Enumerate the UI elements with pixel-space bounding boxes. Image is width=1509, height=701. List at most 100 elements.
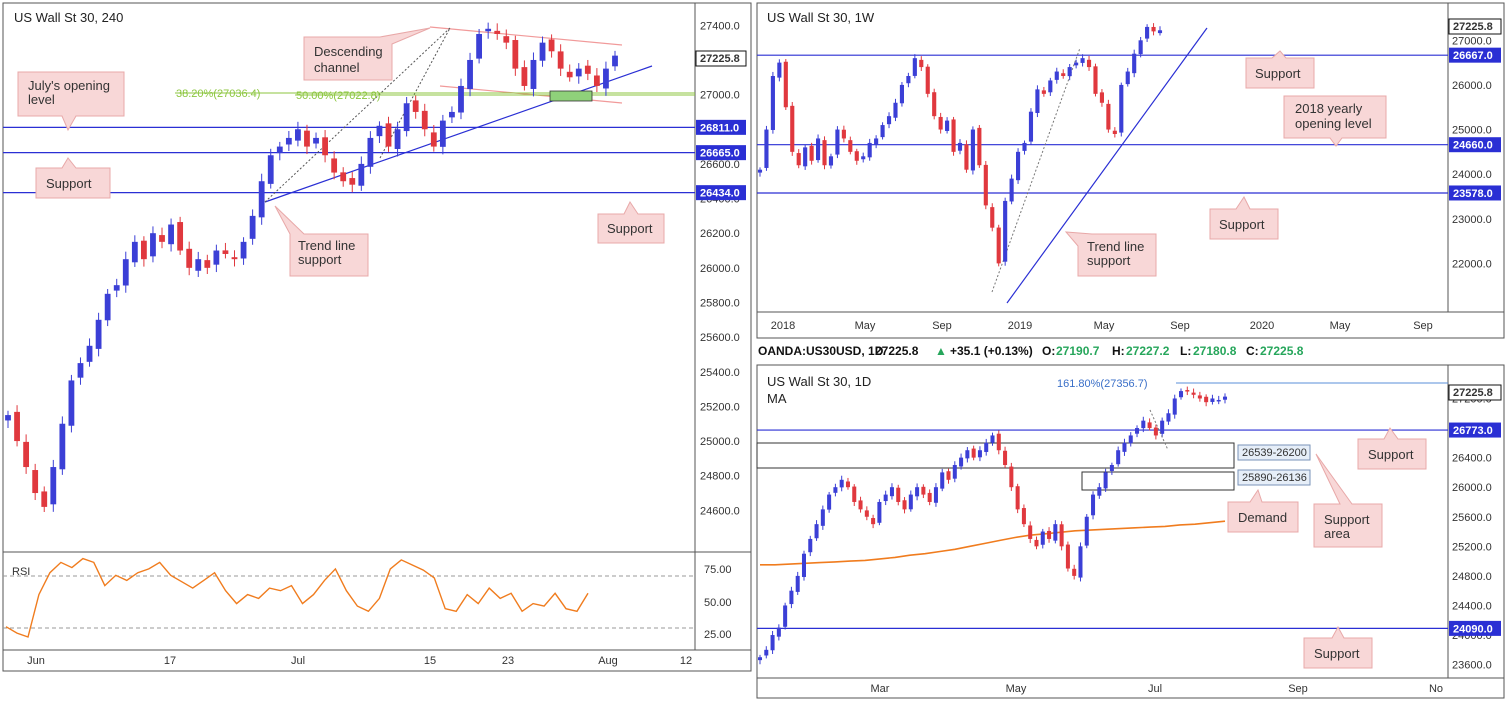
- callout-1d-support-bottom: Support: [1303, 625, 1373, 669]
- callout-support-right-text: Support: [607, 221, 653, 236]
- candle-body: [14, 411, 20, 442]
- candle-body: [912, 58, 917, 76]
- candle-body: [1125, 71, 1130, 85]
- candle-body: [295, 129, 301, 141]
- y-tick-label: 24400.0: [1452, 600, 1492, 612]
- x-tick-label: 17: [164, 655, 176, 667]
- callout-1d-support-top: Support: [1357, 427, 1427, 470]
- panel-1w-frame: [756, 2, 1505, 339]
- candle-body: [449, 111, 455, 118]
- x-tick-label: May: [1006, 683, 1027, 695]
- x-tick-label: Sep: [932, 320, 952, 332]
- support-level-label: 24090.0: [1453, 623, 1493, 635]
- fib-38-label: 38.20%(27036.4): [176, 88, 260, 100]
- candle-body: [584, 65, 591, 74]
- candle-body: [249, 215, 256, 239]
- candle-body: [1067, 67, 1072, 77]
- zone-label-support-area: 26539-26200: [1242, 447, 1307, 459]
- candle-body: [839, 479, 844, 488]
- candle-body: [304, 130, 310, 147]
- panel-1d-last-price-tag: [1448, 384, 1502, 401]
- panel-1d-x-ticks: Mar May Jul Sep No: [871, 683, 1444, 695]
- candle-body: [827, 494, 832, 510]
- panel-240: US Wall St 30, 240 27400.027200.027000.0…: [2, 2, 752, 672]
- candle-body: [612, 55, 618, 67]
- candle-body: [494, 30, 501, 34]
- candle-body: [1009, 178, 1014, 202]
- y-tick-label: 27400.0: [700, 20, 740, 32]
- callout-1w-yearly-line-1: 2018 yearly: [1295, 101, 1363, 116]
- callout-1d-support-area-line-2: area: [1324, 526, 1351, 541]
- candle-body: [512, 40, 519, 69]
- candle-body: [68, 380, 75, 426]
- candle-body: [1172, 398, 1177, 415]
- callout-1d-support-bottom-text: Support: [1314, 646, 1360, 661]
- candle-body: [222, 250, 229, 254]
- candle-body: [970, 129, 975, 171]
- support-level-tag: [1449, 47, 1501, 63]
- panel-1d-candles: [757, 386, 1228, 665]
- panel-1d-frame: [756, 364, 1505, 699]
- x-tick-label: May: [1094, 320, 1115, 332]
- trend-line-support-1w: [1006, 27, 1208, 304]
- panel-1d-title: US Wall St 30, 1D: [767, 374, 871, 389]
- candle-body: [1204, 396, 1209, 403]
- candle-body: [809, 145, 814, 161]
- candle-body: [1103, 472, 1108, 489]
- candle-body: [313, 137, 319, 144]
- candle-body: [820, 509, 825, 526]
- callout-1w-support-bottom: Support: [1209, 196, 1279, 240]
- candle-body: [1185, 390, 1190, 392]
- candle-body: [258, 181, 265, 218]
- candle-body: [23, 441, 30, 468]
- moving-average-line: [760, 520, 1226, 566]
- candle-body: [828, 156, 834, 166]
- candle-body: [816, 138, 821, 161]
- candle-body: [1191, 392, 1196, 395]
- change-arrow-icon: ▲: [935, 344, 947, 358]
- candle-body: [1197, 395, 1202, 399]
- support-area-zone: [756, 442, 1235, 469]
- candle-body: [908, 494, 913, 510]
- callout-julys-opening-level: July's opening level: [17, 71, 125, 132]
- candle-body: [852, 486, 857, 502]
- panel-240-y-ticks: 27400.027200.027000.026800.026600.026400…: [700, 20, 740, 517]
- candle-body: [833, 487, 838, 493]
- support-level-label: 26811.0: [700, 122, 739, 134]
- candle-body: [770, 76, 775, 130]
- panel-240-title: US Wall St 30, 240: [14, 10, 123, 25]
- y-tick-label: 25000.0: [1452, 125, 1492, 137]
- candle-body: [858, 500, 863, 510]
- candle-body: [835, 129, 840, 155]
- candle-body: [790, 105, 795, 152]
- header-price: 27225.8: [875, 344, 919, 358]
- candle-body: [783, 605, 788, 627]
- candle-body: [1078, 546, 1083, 578]
- callout-1w-support-bottom-text: Support: [1219, 217, 1265, 232]
- panel-1w-y-ticks: 27000.0 26000.0 25000.0 24000.0 23000.0 22000…: [1452, 35, 1492, 270]
- candle-body: [521, 67, 528, 86]
- candle-body: [796, 153, 801, 166]
- callout-trend-line-240-line-1: Trend line: [298, 238, 355, 253]
- candle-body: [358, 163, 365, 186]
- y-tick-label: 24000.0: [1452, 169, 1492, 181]
- candle-body: [1072, 568, 1077, 576]
- candle-body: [854, 151, 859, 161]
- candle-body: [899, 84, 904, 104]
- candle-body: [539, 42, 546, 61]
- candle-body: [1166, 413, 1171, 422]
- zone-label-box-1: [1237, 444, 1311, 461]
- trend-line-support-240: [264, 65, 653, 203]
- candle-body: [861, 156, 866, 160]
- panel-1w-last-price-tag: [1448, 18, 1502, 35]
- rsi-tick-75: 75.00: [704, 564, 732, 576]
- callout-1d-demand-text: Demand: [1238, 510, 1287, 525]
- candle-body: [789, 590, 794, 605]
- x-tick-label: 23: [502, 655, 514, 667]
- callout-1d-support-top-text: Support: [1368, 447, 1414, 462]
- callout-descending-channel-line-2: channel: [314, 60, 360, 75]
- x-tick-label: Sep: [1170, 320, 1190, 332]
- candle-body: [776, 627, 781, 637]
- candle-body: [1022, 142, 1027, 151]
- candle-body: [1160, 420, 1165, 434]
